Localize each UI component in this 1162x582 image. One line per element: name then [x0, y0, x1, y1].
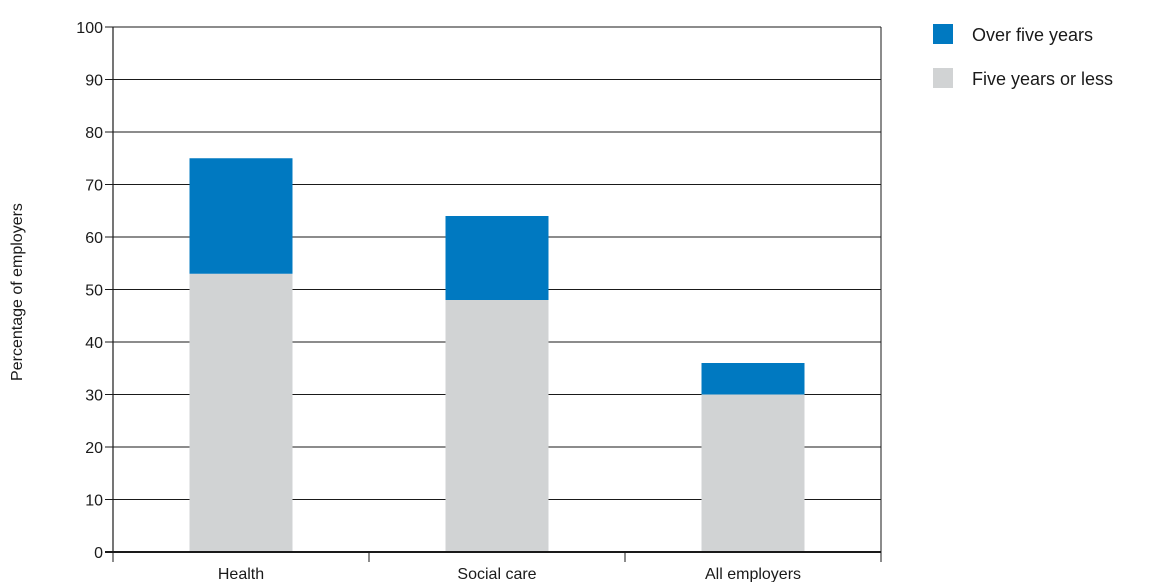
bar-social-care-series-1: [445, 216, 549, 300]
y-tick-label-30: 30: [85, 388, 103, 405]
legend-swatch-1: [933, 68, 953, 88]
legend-swatch-0: [933, 24, 953, 44]
bar-all-employers-series-0: [701, 394, 805, 552]
y-tick-label-50: 50: [85, 283, 103, 300]
y-axis-title: Percentage of employers: [9, 203, 26, 381]
y-tick-label-20: 20: [85, 440, 103, 457]
x-tick-label-health: Health: [218, 566, 264, 582]
y-tick-label-10: 10: [85, 493, 103, 510]
bars: [189, 158, 805, 552]
y-tick-label-80: 80: [85, 125, 103, 142]
y-tick-label-40: 40: [85, 335, 103, 352]
bar-all-employers-series-1: [701, 363, 805, 395]
y-axis-ticks: 0 10 20 30 40 50 60 70 80 90 100: [76, 20, 113, 562]
bar-health-series-0: [189, 273, 293, 552]
y-tick-label-90: 90: [85, 73, 103, 90]
y-tick-label-0: 0: [94, 545, 103, 562]
x-axis-ticks: Health Social care All employers: [112, 552, 882, 582]
legend: Over five years Five years or less: [933, 24, 1113, 89]
y-tick-label-60: 60: [85, 230, 103, 247]
y-tick-label-70: 70: [85, 178, 103, 195]
y-tick-label-100: 100: [76, 20, 103, 37]
legend-label-1: Five years or less: [972, 69, 1113, 89]
x-tick-label-all-employers: All employers: [705, 566, 801, 582]
bar-health-series-1: [189, 158, 293, 274]
legend-label-0: Over five years: [972, 25, 1093, 45]
bar-social-care-series-0: [445, 300, 549, 552]
x-tick-label-social-care: Social care: [457, 566, 536, 582]
